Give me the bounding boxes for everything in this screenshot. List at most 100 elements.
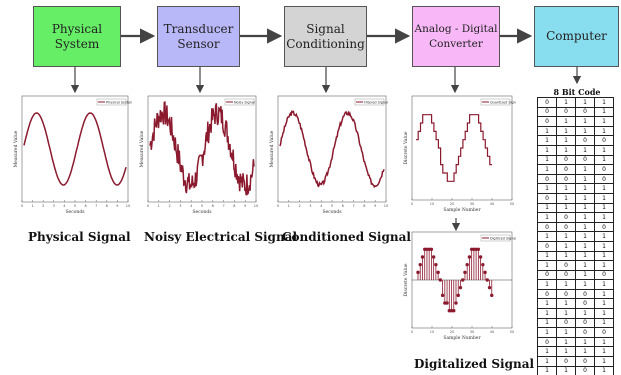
code-cell: 0: [575, 317, 595, 329]
legend-label: Filtered Signal: [364, 100, 388, 104]
code-cell: 1: [556, 135, 576, 146]
transducer-label-2: Sensor: [177, 36, 220, 51]
code-cell: 0: [537, 240, 557, 252]
x-tick-label: 6: [84, 204, 86, 208]
code-cell: 1: [594, 202, 614, 214]
stem-marker: [454, 301, 458, 305]
signal-conditioning-block: Signal Conditioning: [284, 6, 367, 67]
code-cell: 0: [537, 221, 557, 233]
x-tick-label: 40: [490, 202, 494, 206]
code-cell: 0: [556, 317, 576, 329]
x-tick-label: 0: [411, 330, 413, 334]
stem-marker: [461, 278, 465, 282]
plot-legend: Quantized Signal: [480, 98, 516, 106]
x-tick-label: 10: [126, 204, 130, 208]
code-cell: 1: [537, 164, 557, 175]
plot-frame: [21, 95, 129, 203]
code-cell: 1: [556, 298, 576, 310]
code-cell: 1: [556, 231, 576, 242]
stem-marker: [440, 293, 445, 298]
x-tick-label: 30: [470, 330, 474, 334]
physical-system-label-2: System: [54, 36, 100, 51]
signal-line: [279, 109, 385, 189]
physical-system-block: Physical System: [33, 6, 121, 67]
x-tick-label: 50: [510, 202, 514, 206]
x-tick-label: 6: [342, 204, 344, 208]
x-tick-label: 9: [244, 204, 246, 208]
code-cell: 0: [575, 154, 595, 166]
code-cell: 1: [575, 231, 595, 242]
stem-marker: [483, 270, 487, 275]
code-cell: 1: [575, 164, 595, 175]
x-tick-label: 9: [374, 204, 376, 208]
code-cell: 1: [594, 116, 614, 127]
code-cell: 1: [594, 125, 614, 137]
digitized-signal-plot: 0 10 20 30 40 50 Digitized Signal Sample Number…: [403, 231, 516, 341]
code-cell: 1: [556, 144, 576, 156]
code-cell: 1: [594, 336, 614, 348]
code-cell: 0: [575, 135, 595, 146]
stem-marker: [434, 262, 438, 267]
code-cell: 0: [537, 336, 557, 348]
conditioning-label-1: Signal: [306, 21, 345, 36]
code-cell: 1: [556, 116, 576, 127]
signal-line: [149, 101, 255, 196]
caption-physical-signal: Physical Signal: [28, 230, 131, 244]
code-cell: 1: [594, 240, 614, 252]
code-cell: 1: [594, 192, 614, 204]
code-cell: 0: [575, 327, 595, 338]
stem-marker: [481, 262, 485, 267]
code-cell: 1: [575, 250, 595, 262]
x-tick-label: 2: [168, 204, 170, 208]
code-cell: 1: [537, 183, 557, 194]
x-tick-label: 9: [116, 204, 118, 208]
stem-marker: [420, 255, 425, 259]
x-tick-label: 8: [233, 204, 235, 208]
conditioned-signal-plot: 0 1 2 3 4 5 6 7 8 9 10 Filtered Signal Seconds Measur…: [269, 95, 388, 215]
code-cell: 0: [556, 164, 576, 175]
x-tick-label: 0: [411, 202, 413, 206]
x-tick-label: 20: [450, 330, 454, 334]
legend-label: Quantized Signal: [490, 100, 516, 104]
code-cell: 0: [556, 173, 576, 185]
code-cell: 1: [556, 97, 576, 108]
x-tick-label: 10: [384, 204, 388, 208]
noisy-signal-plot: 0 1 2 3 4 5 6 7 8 9 10 Noisy Signal Seconds Measured …: [139, 95, 258, 215]
code-cell: 1: [594, 183, 614, 194]
code-cell: 0: [556, 260, 576, 271]
code-cell: 1: [575, 192, 595, 204]
code-cell: 0: [575, 356, 595, 367]
code-cell: 1: [537, 135, 557, 146]
code-cell: 0: [575, 365, 595, 375]
code-cell: 1: [594, 231, 614, 242]
x-tick-label: 10: [430, 330, 434, 334]
x-axis-label: Sample Number: [443, 335, 481, 341]
stem-marker: [431, 255, 436, 259]
code-cell: 0: [556, 269, 576, 281]
x-tick-label: 3: [53, 204, 55, 208]
code-cell: 1: [594, 250, 614, 262]
code-cell: 1: [556, 183, 576, 194]
stem-marker: [416, 270, 420, 275]
x-tick-label: 30: [470, 202, 474, 206]
x-tick-label: 6: [212, 204, 214, 208]
code-cell: 0: [556, 154, 576, 166]
code-cell: 0: [556, 106, 576, 118]
code-cell: 1: [537, 125, 557, 137]
code-cell: 1: [556, 192, 576, 204]
code-cell: 1: [575, 279, 595, 290]
code-cell: 1: [575, 336, 595, 348]
stem-marker: [476, 247, 481, 251]
code-cell: 1: [594, 260, 614, 271]
